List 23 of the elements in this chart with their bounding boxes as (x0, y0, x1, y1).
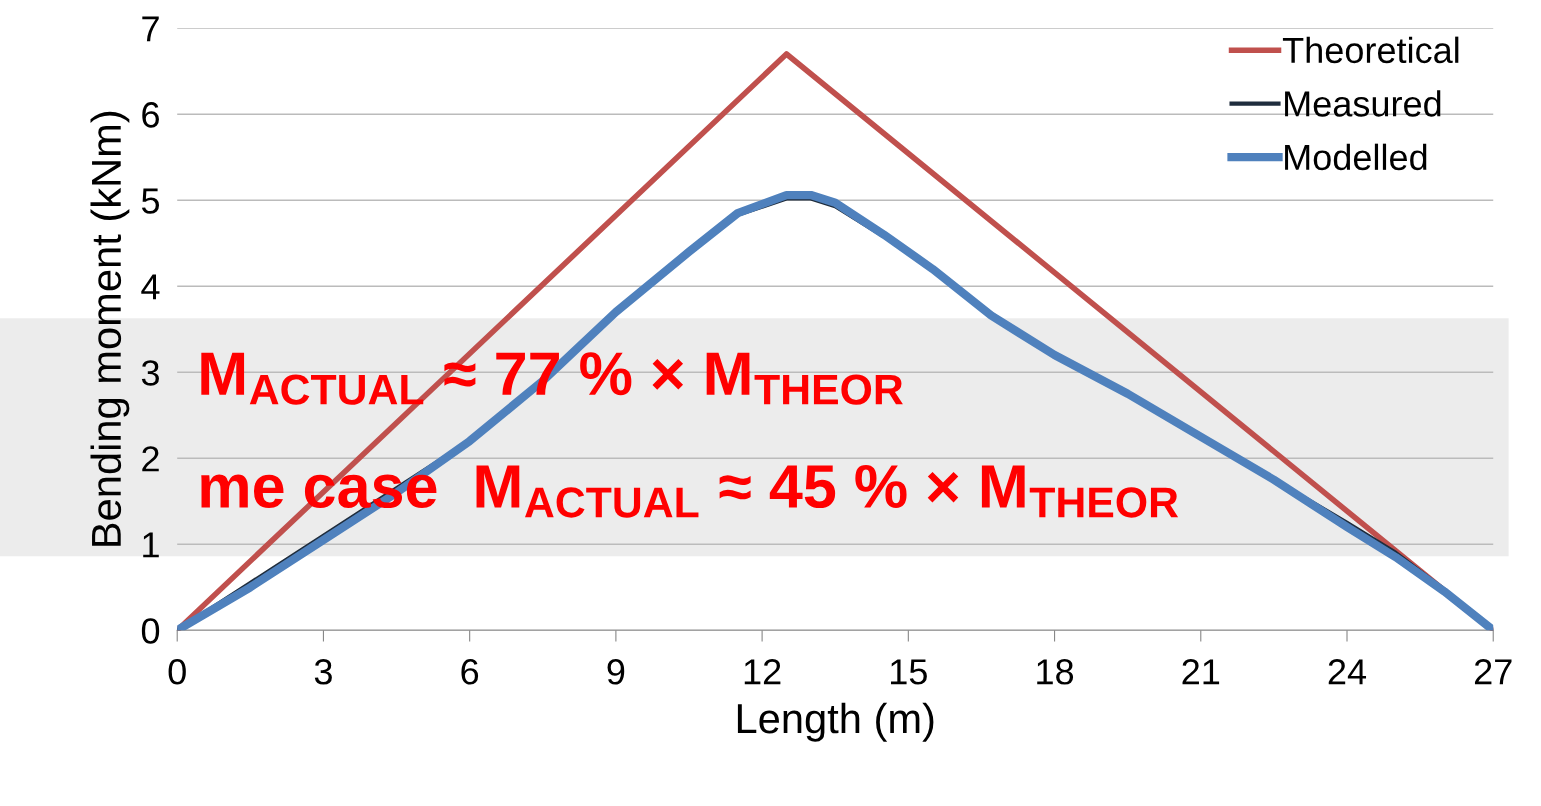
legend-label: Theoretical (1282, 36, 1459, 64)
y-tick-label: 1 (143, 532, 159, 558)
x-tick-label: 15 (891, 659, 927, 685)
x-tick-label: 3 (314, 659, 332, 685)
legend-label: Measured (1285, 90, 1441, 117)
y-tick-label: 3 (141, 360, 159, 386)
x-tick-label: 21 (1182, 659, 1220, 685)
y-tick-label: 2 (142, 446, 159, 472)
x-tick-label: 9 (607, 659, 625, 685)
x-tick-label: 12 (744, 659, 781, 685)
y-tick-label: 4 (141, 274, 160, 300)
y-tick-label: 6 (142, 102, 159, 128)
y-axis-title: Bending moment (kNm) (90, 111, 130, 546)
y-tick-label: 7 (142, 16, 159, 42)
y-tick-label: 5 (141, 188, 160, 214)
x-tick-label: 27 (1474, 659, 1512, 685)
x-tick-label: 24 (1328, 659, 1367, 685)
y-tick-label: 0 (141, 618, 160, 644)
legend-label: Modelled (1285, 143, 1427, 171)
x-tick-label: 18 (1037, 659, 1074, 685)
x-tick-label: 6 (461, 659, 479, 685)
x-axis-title: Length (m) (737, 702, 934, 742)
x-tick-label: 0 (168, 659, 186, 685)
